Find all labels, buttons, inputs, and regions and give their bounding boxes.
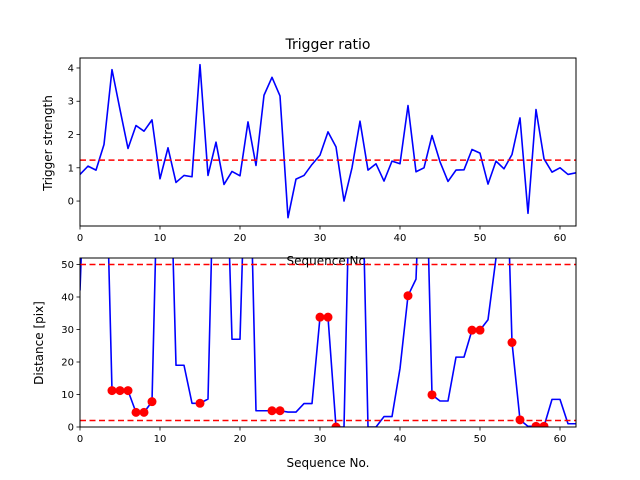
y-tick-label: 50 xyxy=(61,260,74,271)
x-axis-label: Sequence No. xyxy=(287,456,370,470)
x-tick-label: 50 xyxy=(474,434,487,445)
series-line xyxy=(80,63,576,219)
chart-title: Trigger ratio xyxy=(284,37,370,53)
axes-frame xyxy=(79,257,577,428)
y-axis-label: Trigger strength xyxy=(41,95,55,192)
axes-frame xyxy=(79,57,577,227)
x-tick-label: 10 xyxy=(154,233,167,244)
data-point xyxy=(531,421,541,427)
data-point xyxy=(403,291,413,301)
trigger-ratio-chart: Trigger ratio Trigger strength Sequence … xyxy=(41,37,577,268)
x-tick-label: 40 xyxy=(394,434,407,445)
y-tick-label: 20 xyxy=(61,358,74,369)
y-tick-label: 1 xyxy=(68,163,74,174)
data-point xyxy=(539,421,549,427)
data-point xyxy=(331,422,341,427)
y-tick-label: 3 xyxy=(68,97,74,108)
x-tick-label: 60 xyxy=(554,233,567,244)
data-point xyxy=(115,386,125,396)
plot-area xyxy=(80,258,576,427)
data-point xyxy=(195,398,205,408)
data-point xyxy=(123,386,133,396)
data-point xyxy=(315,312,325,322)
x-tick-label: 20 xyxy=(234,233,247,244)
data-point xyxy=(147,397,157,407)
y-axis-label: Distance [pix] xyxy=(32,301,46,385)
x-tick-label: 60 xyxy=(554,434,567,445)
data-point xyxy=(107,386,117,396)
data-point xyxy=(267,406,277,416)
x-axis-label: Sequence No. xyxy=(287,254,370,268)
y-tick-label: 4 xyxy=(68,63,74,74)
x-tick-label: 0 xyxy=(77,434,83,445)
y-tick-label: 2 xyxy=(68,130,74,141)
data-point xyxy=(427,390,437,400)
x-tick-label: 30 xyxy=(314,233,327,244)
y-tick-label: 10 xyxy=(61,390,74,401)
x-tick-label: 50 xyxy=(474,233,487,244)
y-tick-label: 30 xyxy=(61,325,74,336)
x-tick-label: 10 xyxy=(154,434,167,445)
x-tick-label: 20 xyxy=(234,434,247,445)
distance-chart: Distance [pix] Sequence No. 0 10 20 30 40 50 6… xyxy=(32,257,577,470)
x-tick-label: 0 xyxy=(77,233,83,244)
data-point xyxy=(507,338,517,347)
y-tick-label: 0 xyxy=(68,423,74,434)
plot-area xyxy=(80,63,576,219)
x-tick-label: 40 xyxy=(394,233,407,244)
data-point xyxy=(139,407,149,417)
data-point xyxy=(323,312,333,322)
data-point xyxy=(475,325,485,335)
x-tick-label: 30 xyxy=(314,434,327,445)
data-point xyxy=(131,407,141,417)
y-tick-label: 40 xyxy=(61,293,74,304)
y-tick-label: 0 xyxy=(68,197,74,208)
data-point xyxy=(515,415,525,425)
series-line xyxy=(80,258,576,427)
data-point xyxy=(467,325,477,335)
data-point xyxy=(275,406,285,416)
